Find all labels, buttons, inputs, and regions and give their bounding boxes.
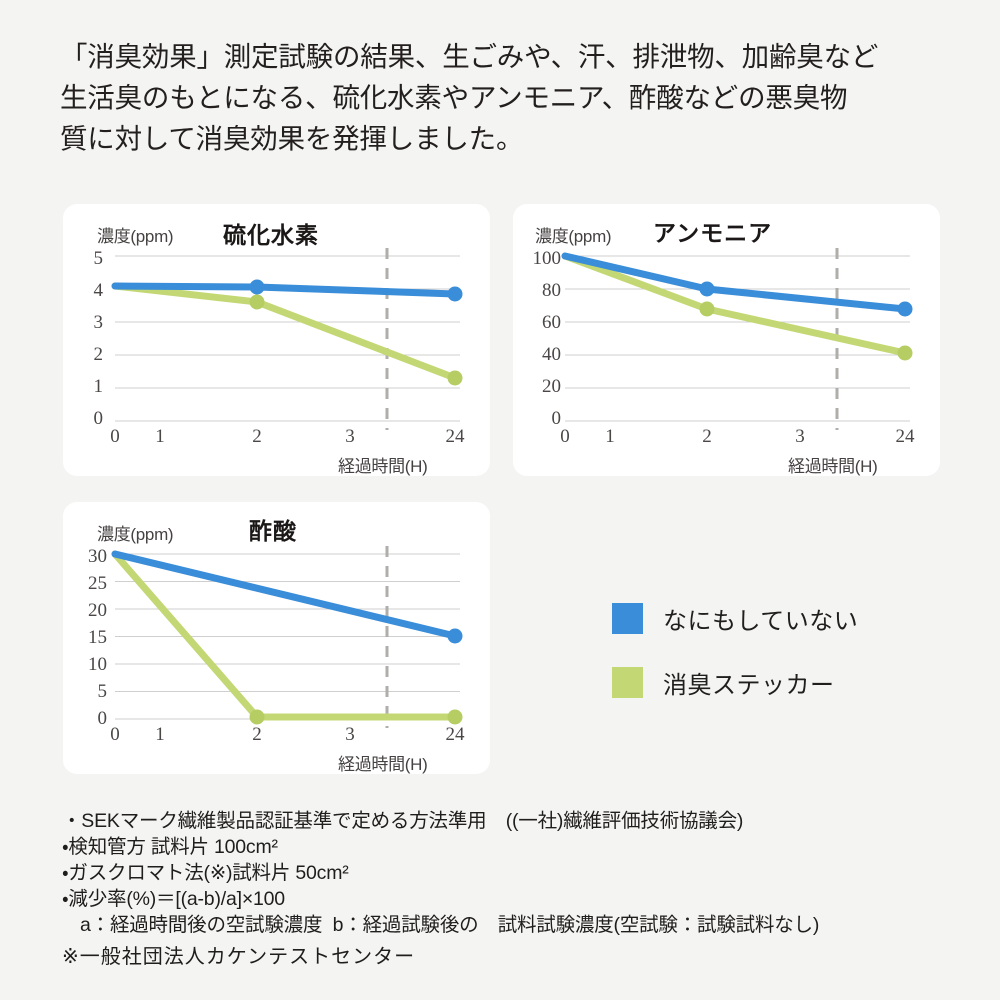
ytick-acid-10: 10 bbox=[88, 654, 107, 675]
footnote-line-1: ・SEKマーク繊維製品認証基準で定める方法準用 ((一社)繊維評価技術協議会) bbox=[62, 810, 744, 832]
chart-unit-label-acid: 濃度(ppm) bbox=[97, 525, 174, 544]
xtick-acid-0: 0 bbox=[110, 724, 120, 745]
data-point-untreated-nh3-24h bbox=[897, 301, 913, 317]
xtick-acid-3: 3 bbox=[345, 724, 355, 745]
chart-legend: なにもしていない 消臭ステッカー bbox=[612, 596, 858, 724]
ytick-h2s-4: 4 bbox=[93, 280, 104, 301]
xtick-h2s-1: 1 bbox=[155, 426, 165, 447]
xtick-h2s-2: 2 bbox=[252, 426, 262, 447]
series-line-sticker-h2s bbox=[111, 282, 459, 382]
data-point-sticker-h2s-24h bbox=[447, 370, 463, 386]
ytick-acid-20: 20 bbox=[88, 600, 107, 621]
ytick-acid-15: 15 bbox=[88, 627, 107, 648]
ytick-acid-25: 25 bbox=[88, 573, 107, 594]
ytick-h2s-0: 0 bbox=[93, 408, 104, 429]
legend-label-untreated: なにもしていない bbox=[663, 607, 859, 635]
chart-title-acid: 酢酸 bbox=[249, 518, 297, 544]
series-line-sticker-acid bbox=[111, 550, 459, 721]
gridlines-nh3 bbox=[565, 255, 910, 422]
ytick-h2s-5: 5 bbox=[93, 248, 104, 269]
footnote-line-5: a：経過時間後の空試験濃度 b：経過試験後の 試料試験濃度(空試験：試験試料なし… bbox=[80, 914, 820, 936]
xtick-nh3-2: 2 bbox=[702, 426, 712, 447]
footnotes-block: ・SEKマーク繊維製品認証基準で定める方法準用 ((一社)繊維評価技術協議会) … bbox=[62, 808, 962, 938]
chart-title-nh3: アンモニア bbox=[653, 220, 773, 246]
chart-card-hydrogen-sulfide: 濃度(ppm) 硫化水素 5 4 3 2 1 0 bbox=[63, 204, 490, 476]
xtick-acid-1: 1 bbox=[155, 724, 165, 745]
chart-xaxis-label-acid: 経過時間(H) bbox=[338, 755, 428, 774]
data-point-untreated-h2s-2h bbox=[249, 279, 265, 295]
legend-swatch-blue-icon bbox=[612, 602, 643, 634]
data-point-sticker-acid-24h bbox=[447, 709, 463, 725]
plot-area-h2s bbox=[111, 248, 463, 430]
ytick-h2s-2: 2 bbox=[93, 344, 104, 365]
xtick-h2s-3: 3 bbox=[345, 426, 355, 447]
ytick-acid-5: 5 bbox=[97, 681, 108, 702]
ytick-nh3-60: 60 bbox=[542, 312, 561, 333]
series-line-untreated-acid bbox=[111, 550, 459, 640]
legend-item-sticker: 消臭ステッカー bbox=[612, 660, 858, 704]
ytick-acid-30: 30 bbox=[88, 546, 107, 567]
chart-card-acetic-acid: 濃度(ppm) 酢酸 30 25 20 15 10 5 0 bbox=[63, 502, 490, 774]
legend-item-untreated: なにもしていない bbox=[612, 596, 858, 640]
xtick-acid-24: 24 bbox=[445, 724, 465, 745]
legend-swatch-green-icon bbox=[612, 666, 643, 698]
plot-area-acid bbox=[111, 546, 463, 728]
ytick-nh3-40: 40 bbox=[542, 344, 561, 365]
chart-unit-label-nh3: 濃度(ppm) bbox=[535, 227, 612, 246]
ytick-nh3-100: 100 bbox=[532, 248, 562, 269]
ytick-acid-0: 0 bbox=[97, 708, 108, 729]
footnote-line-4: ・減少率(%)＝[(a-b)/a]×100 bbox=[62, 888, 285, 910]
gridlines-acid bbox=[115, 553, 460, 720]
data-point-untreated-h2s-24h bbox=[447, 286, 463, 302]
xtick-nh3-1: 1 bbox=[605, 426, 615, 447]
data-point-untreated-nh3-2h bbox=[699, 281, 715, 297]
xtick-h2s-24: 24 bbox=[445, 426, 465, 447]
xtick-nh3-0: 0 bbox=[560, 426, 570, 447]
data-point-sticker-h2s-2h bbox=[249, 294, 265, 310]
chart-xaxis-label-h2s: 経過時間(H) bbox=[338, 457, 428, 476]
series-line-untreated-nh3 bbox=[561, 252, 909, 313]
chart-xaxis-label-nh3: 経過時間(H) bbox=[788, 457, 878, 476]
chart-title-h2s: 硫化水素 bbox=[223, 222, 319, 248]
ytick-nh3-80: 80 bbox=[542, 280, 561, 301]
footnote-line-2: ・検知管方 試料片 100cm² bbox=[62, 836, 278, 858]
data-point-sticker-nh3-2h bbox=[699, 301, 715, 317]
plot-area-nh3 bbox=[561, 248, 913, 430]
xtick-nh3-24: 24 bbox=[895, 426, 915, 447]
footnote-line-3: ・ガスクロマト法(※)試料片 50cm² bbox=[62, 862, 349, 884]
gridlines-h2s bbox=[115, 255, 460, 422]
xtick-h2s-0: 0 bbox=[110, 426, 120, 447]
data-point-sticker-acid-2h bbox=[249, 709, 265, 725]
ytick-nh3-0: 0 bbox=[551, 408, 562, 429]
data-point-sticker-nh3-24h bbox=[897, 345, 913, 361]
legend-label-sticker: 消臭ステッカー bbox=[663, 671, 835, 699]
data-point-untreated-acid-24h bbox=[447, 628, 463, 644]
xtick-nh3-3: 3 bbox=[795, 426, 805, 447]
source-note: ※一般社団法人カケンテストセンター bbox=[62, 946, 416, 968]
ytick-nh3-20: 20 bbox=[542, 376, 561, 397]
chart-card-ammonia: 濃度(ppm) アンモニア 100 80 60 40 20 0 0 bbox=[513, 204, 940, 476]
chart-unit-label-h2s: 濃度(ppm) bbox=[97, 227, 174, 246]
xtick-acid-2: 2 bbox=[252, 724, 262, 745]
ytick-h2s-3: 3 bbox=[93, 312, 104, 333]
ytick-h2s-1: 1 bbox=[93, 376, 104, 397]
intro-paragraph: 「消臭効果」測定試験の結果、生ごみや、汗、排泄物、加齢臭など 生活臭のもとになる… bbox=[60, 41, 879, 154]
